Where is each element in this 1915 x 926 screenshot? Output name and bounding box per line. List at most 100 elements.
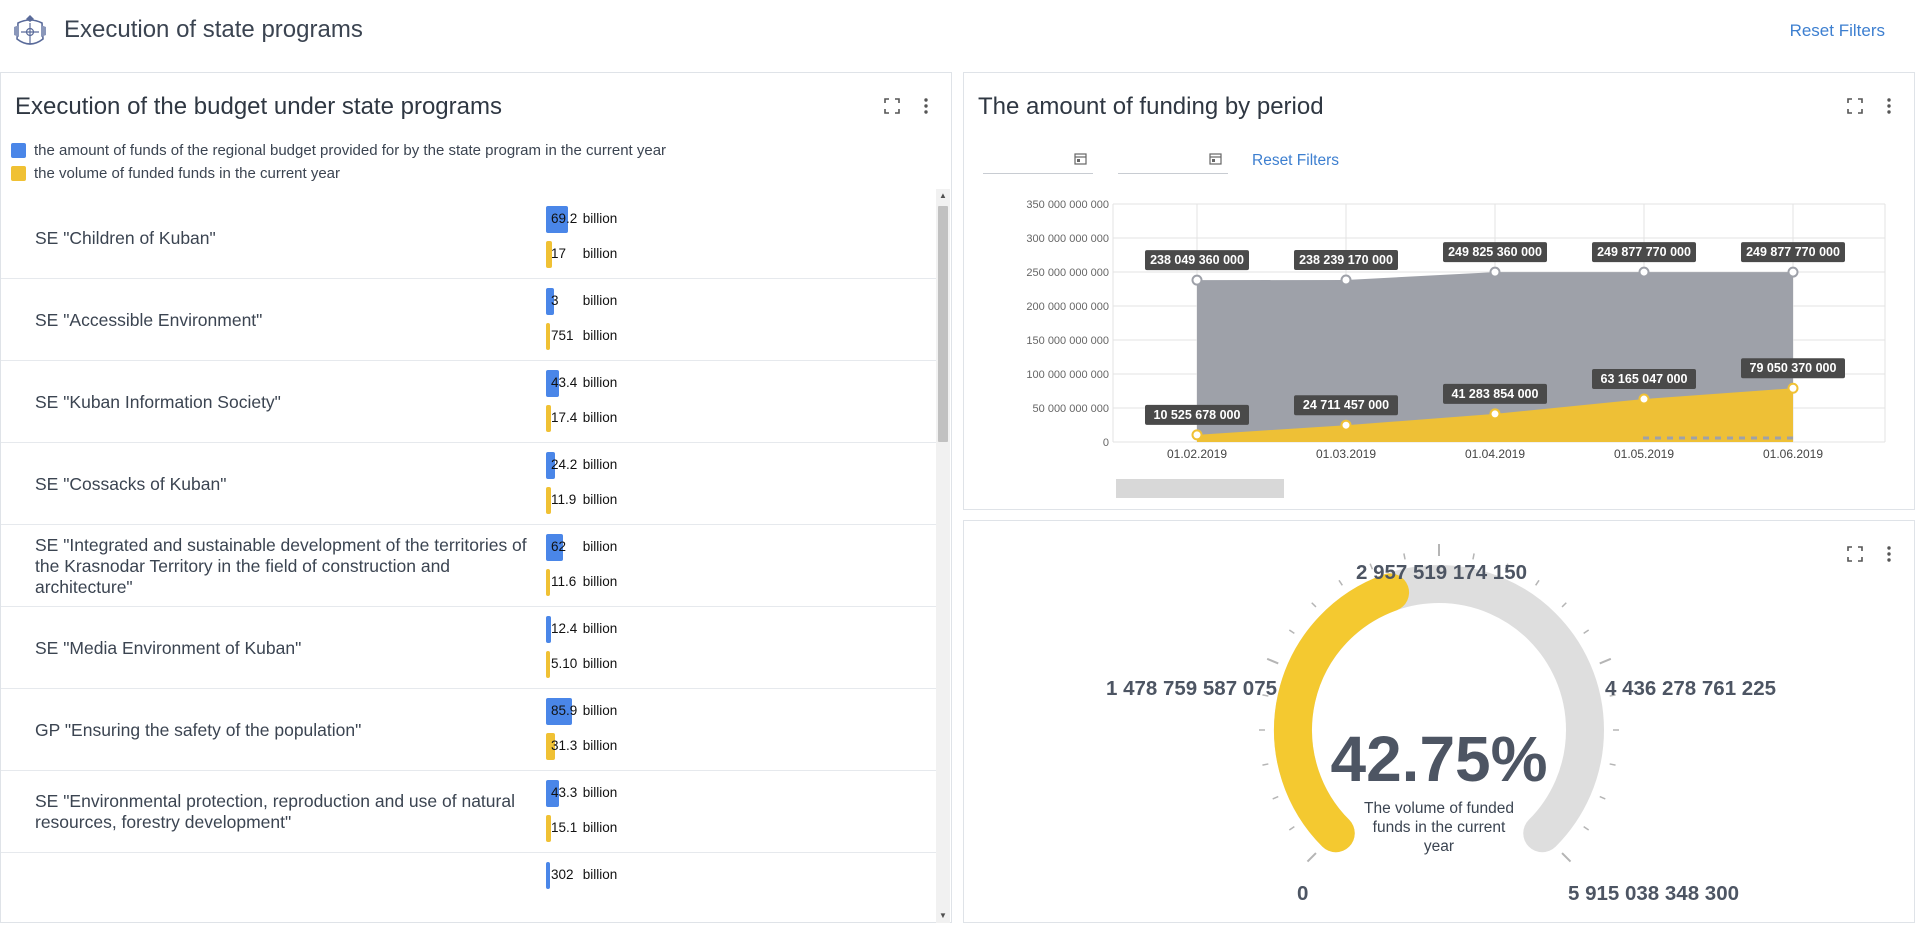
- program-row[interactable]: SE "Cossacks of Kuban" 24.2 billion 11.9 b…: [1, 443, 936, 525]
- bar-value-unit: billion: [582, 621, 618, 636]
- bar-value-unit: billion: [582, 703, 618, 718]
- gauge-tick: [1403, 553, 1406, 560]
- date-from-field[interactable]: [983, 148, 1093, 174]
- gauge-tick: [1504, 563, 1509, 570]
- legend-label-funded: the volume of funded funds in the curren…: [34, 165, 341, 182]
- list-scrollbar[interactable]: ▲ ▼: [936, 189, 950, 923]
- gauge-tick: [1311, 602, 1317, 608]
- program-row[interactable]: 302 billion: [1, 853, 936, 923]
- program-row[interactable]: SE "Accessible Environment" 3 billion 751 …: [1, 279, 936, 361]
- legend-swatch-funded: [11, 166, 26, 181]
- calendar-icon[interactable]: [1209, 152, 1222, 165]
- bar-value-number: 302: [551, 867, 574, 882]
- more-menu-icon[interactable]: [917, 97, 935, 115]
- bar-planned[interactable]: [546, 370, 559, 397]
- gauge-label-min: 0: [1297, 882, 1309, 905]
- bar-funded-value: 31.3 billion: [551, 738, 617, 753]
- scroll-down-arrow[interactable]: ▼: [939, 911, 947, 920]
- bar-value-unit: billion: [582, 574, 618, 589]
- bar-funded-value: 11.6 billion: [551, 574, 617, 589]
- funding-panel: The amount of funding by period: [963, 72, 1915, 510]
- reset-filters-link[interactable]: Reset Filters: [1789, 21, 1885, 40]
- more-menu-icon[interactable]: [1880, 545, 1898, 563]
- program-label: GP "Ensuring the safety of the populatio…: [35, 719, 362, 740]
- bar-funded[interactable]: [546, 487, 551, 514]
- legend-swatch-planned: [11, 143, 26, 158]
- program-list[interactable]: SE "Children of Kuban" 69.2 billion 17 bil…: [1, 189, 951, 923]
- more-menu-icon[interactable]: [1880, 97, 1898, 115]
- bar-value-unit: billion: [582, 211, 618, 226]
- bar-value-number: 62: [551, 539, 567, 554]
- bar-planned-value: 24.2 billion: [551, 457, 617, 472]
- bar-funded[interactable]: [546, 733, 555, 760]
- bar-value-unit: billion: [582, 867, 618, 882]
- bar-planned-value: 12.4 billion: [551, 621, 617, 636]
- gauge-label-mid: 2 957 519 174 150: [1356, 561, 1527, 584]
- bar-planned[interactable]: [546, 288, 554, 315]
- fullscreen-icon[interactable]: [1846, 545, 1864, 563]
- bar-value-number: 3: [551, 293, 559, 308]
- bar-funded[interactable]: [546, 323, 550, 350]
- program-label: SE "Kuban Information Society": [35, 391, 281, 412]
- bar-value-number: 11.9: [551, 492, 577, 507]
- bar-funded-value: 15.1 billion: [551, 820, 617, 835]
- bar-value-number: 11.6: [551, 574, 577, 589]
- bar-value-unit: billion: [582, 410, 618, 425]
- gauge-tick: [1472, 553, 1475, 560]
- bar-funded-value: 17.4 billion: [551, 410, 617, 425]
- bar-value-unit: billion: [582, 820, 618, 835]
- range-slider[interactable]: [1116, 479, 1284, 498]
- date-to-input[interactable]: [1118, 149, 1198, 164]
- gauge-label-q3: 4 436 278 761 225: [1605, 677, 1776, 700]
- bar-planned[interactable]: [546, 780, 559, 807]
- bar-planned[interactable]: [546, 862, 550, 889]
- gauge-tick: [1262, 763, 1269, 766]
- bar-funded[interactable]: [546, 815, 551, 842]
- program-row[interactable]: GP "Ensuring the safety of the populatio…: [1, 689, 936, 771]
- gauge-tick: [1288, 629, 1295, 634]
- bar-planned[interactable]: [546, 452, 555, 479]
- bar-value-unit: billion: [582, 785, 618, 800]
- fullscreen-icon[interactable]: [883, 97, 901, 115]
- gauge-tick: [1535, 579, 1540, 586]
- gauge-tick: [1609, 694, 1616, 697]
- bar-funded[interactable]: [546, 569, 550, 596]
- bar-value-unit: billion: [582, 539, 618, 554]
- bar-planned[interactable]: [546, 616, 551, 643]
- bar-funded-value: 17 billion: [551, 246, 617, 261]
- page-title: Execution of state programs: [64, 16, 363, 43]
- date-to-field[interactable]: [1118, 148, 1228, 174]
- bar-funded[interactable]: [546, 405, 551, 432]
- date-from-input[interactable]: [983, 149, 1063, 164]
- bar-value-number: 85.9: [551, 703, 578, 718]
- scroll-thumb[interactable]: [938, 206, 948, 442]
- bar-planned[interactable]: [546, 206, 568, 233]
- bar-planned[interactable]: [546, 534, 563, 561]
- gauge-tick: [1609, 763, 1616, 766]
- bar-planned[interactable]: [546, 698, 572, 725]
- program-row[interactable]: SE "Children of Kuban" 69.2 billion 17 bil…: [1, 197, 936, 279]
- bar-funded-value: 11.9 billion: [551, 492, 617, 507]
- gauge-percent: 42.75%: [1330, 723, 1548, 795]
- legend-item-funded: the volume of funded funds in the curren…: [11, 162, 666, 185]
- program-row[interactable]: SE "Kuban Information Society" 43.4 billi…: [1, 361, 936, 443]
- program-label: SE "Media Environment of Kuban": [35, 637, 302, 658]
- bar-funded-value: 751 billion: [551, 328, 617, 343]
- bar-value-number: 751: [551, 328, 574, 343]
- funding-panel-title: The amount of funding by period: [978, 93, 1324, 120]
- calendar-icon[interactable]: [1074, 152, 1087, 165]
- chart-reset-filters-link[interactable]: Reset Filters: [1252, 152, 1339, 169]
- funding-gauge: [1259, 544, 1619, 863]
- fullscreen-icon[interactable]: [1846, 97, 1864, 115]
- program-row[interactable]: SE "Environmental protection, reproducti…: [1, 771, 936, 853]
- bar-planned-value: 43.4 billion: [551, 375, 617, 390]
- bar-funded[interactable]: [546, 241, 552, 268]
- bar-planned-value: 302 billion: [551, 867, 617, 882]
- scroll-up-arrow[interactable]: ▲: [939, 191, 947, 200]
- program-label: SE "Cossacks of Kuban": [35, 473, 227, 494]
- program-row[interactable]: SE "Media Environment of Kuban" 12.4 bill…: [1, 607, 936, 689]
- program-row[interactable]: SE "Integrated and sustainable developme…: [1, 525, 936, 607]
- bar-value-unit: billion: [582, 738, 618, 753]
- bar-funded[interactable]: [546, 651, 550, 678]
- gauge-caption: The volume of funded funds in the curren…: [1364, 800, 1514, 855]
